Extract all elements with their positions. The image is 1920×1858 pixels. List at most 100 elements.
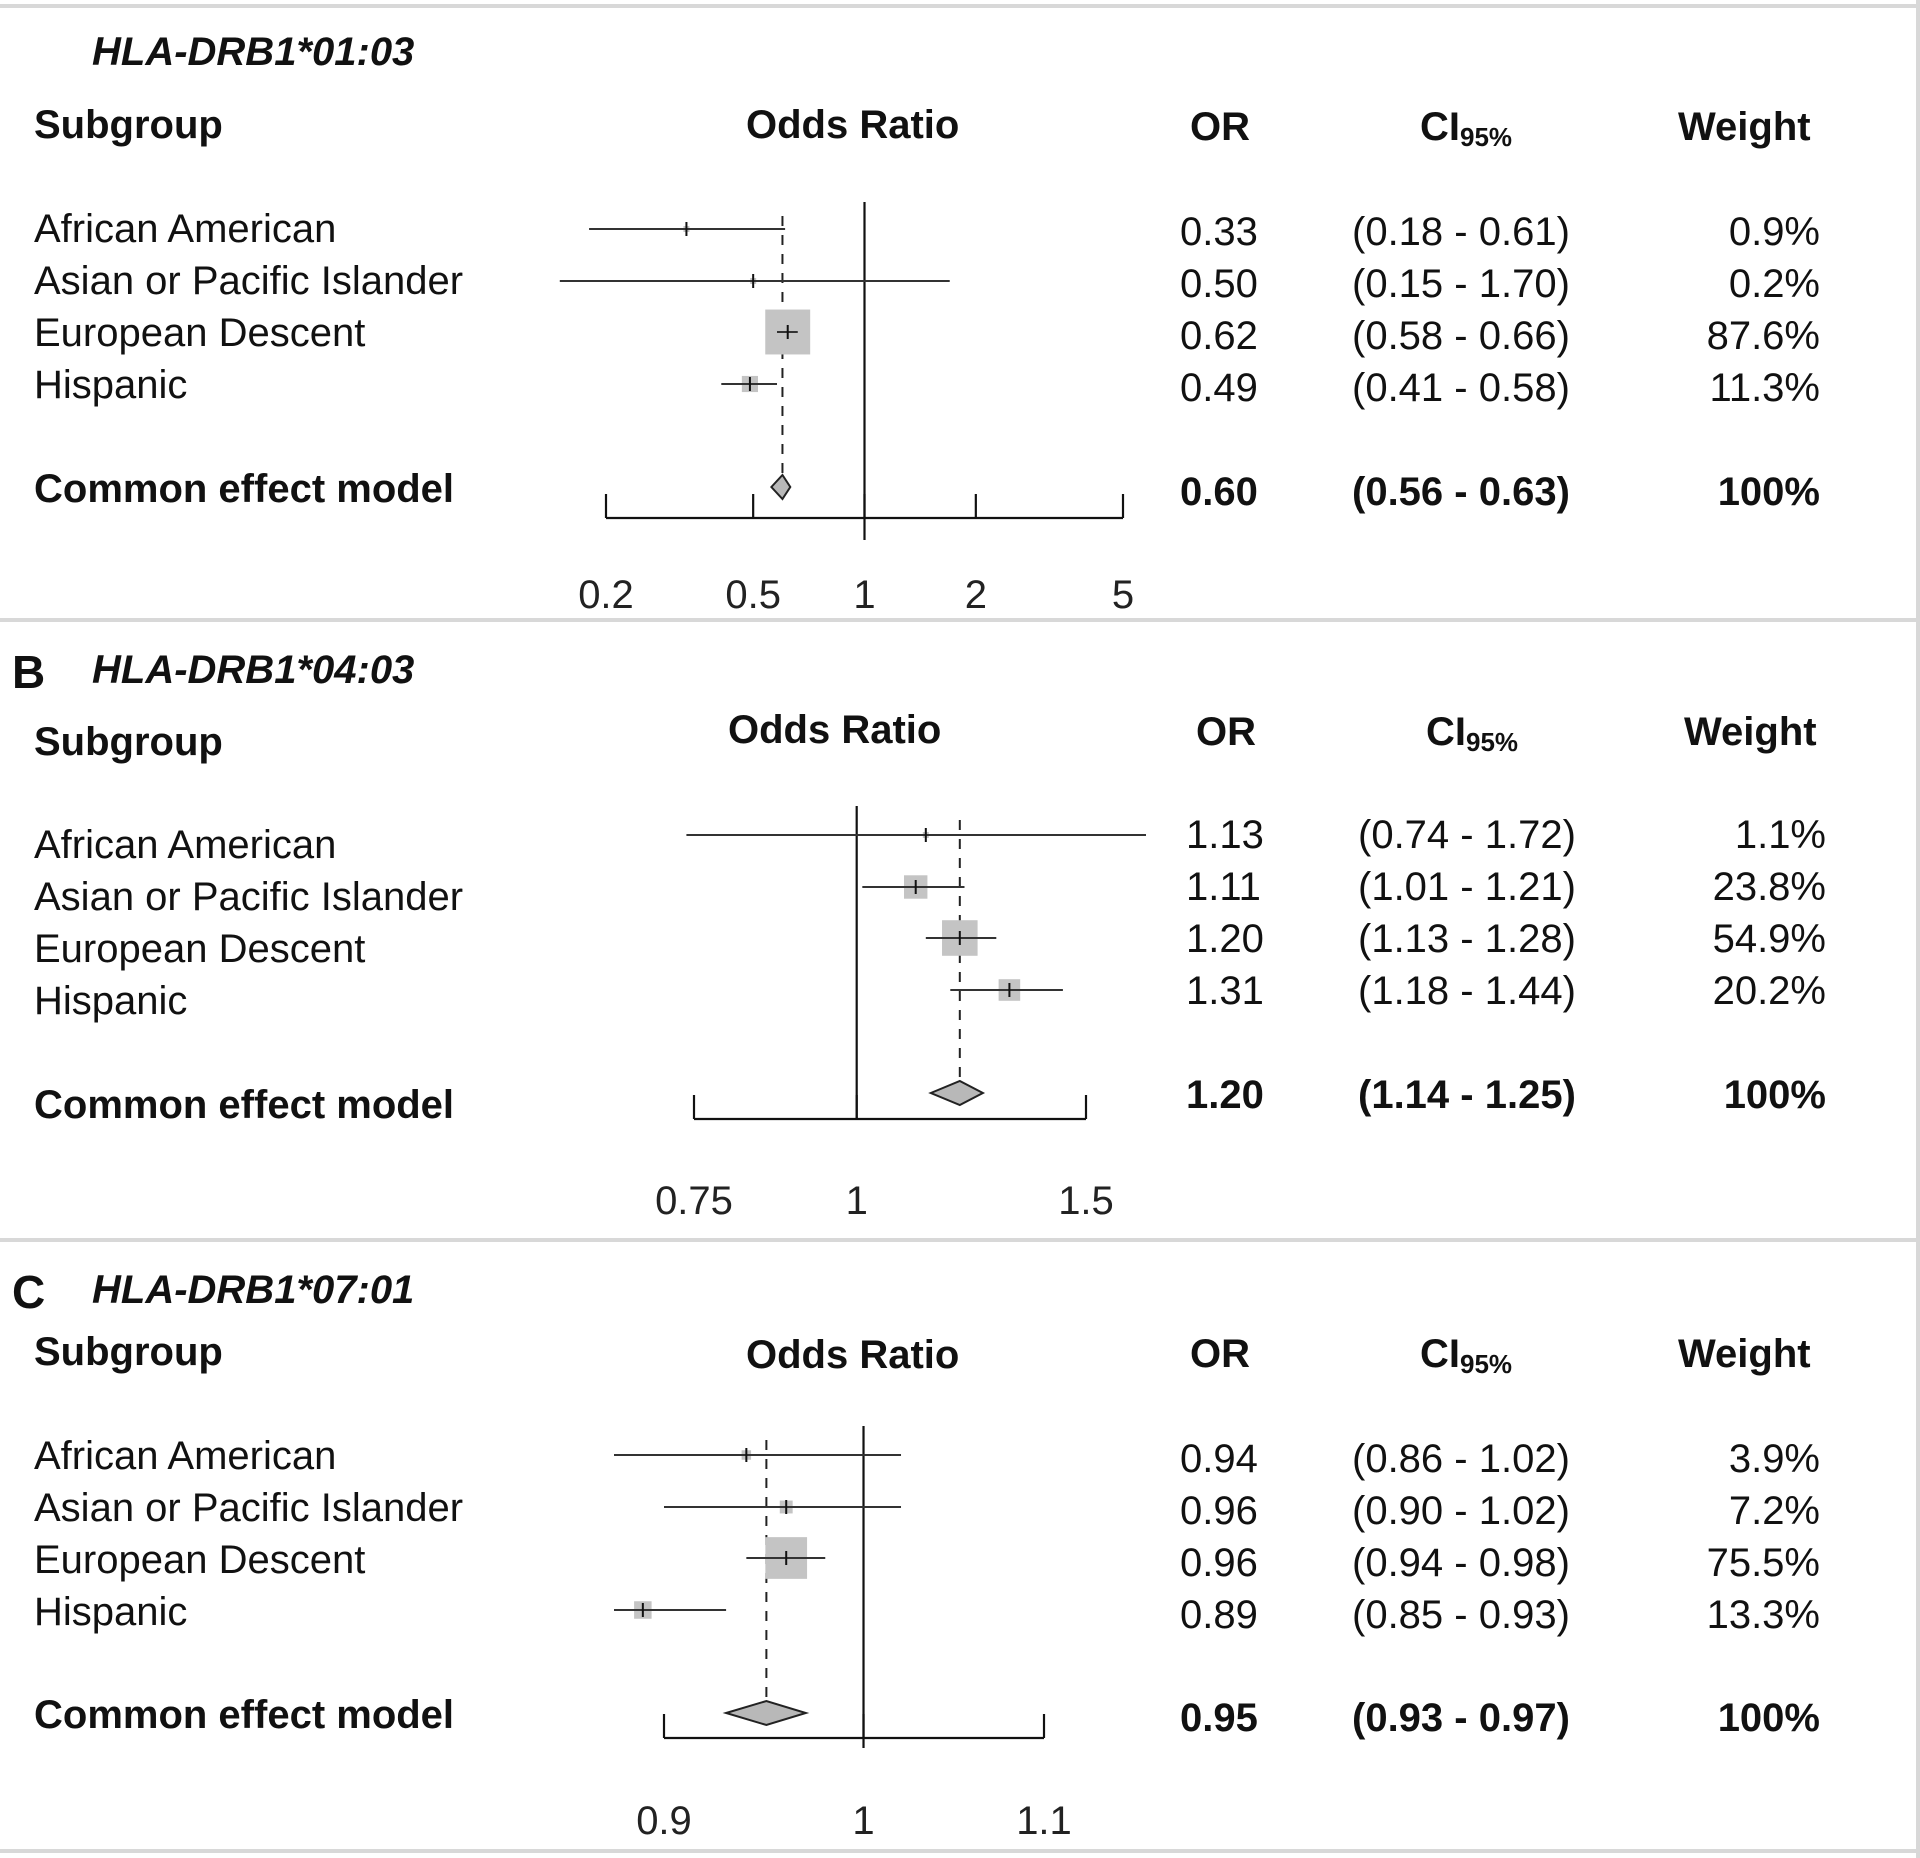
subgroup-label: European Descent xyxy=(34,1538,366,1582)
x-axis-tick-label: 1 xyxy=(853,573,875,617)
weight-header: Weight xyxy=(1678,1332,1811,1376)
ci-value-common: (1.14 - 1.25) xyxy=(1358,1073,1576,1117)
or-value: 1.20 xyxy=(1186,917,1264,961)
panel-divider xyxy=(1916,1240,1920,1858)
or-header: OR xyxy=(1196,710,1256,754)
ci-value: (1.01 - 1.21) xyxy=(1358,865,1576,909)
common-effect-label: Common effect model xyxy=(34,1693,455,1737)
or-value: 0.33 xyxy=(1180,210,1258,254)
ci-value: (1.18 - 1.44) xyxy=(1358,969,1576,1013)
pooled-diamond xyxy=(722,1699,810,1727)
ci-value: (0.15 - 1.70) xyxy=(1352,262,1570,306)
odds-ratio-header: Odds Ratio xyxy=(728,708,942,752)
ci-value: (0.90 - 1.02) xyxy=(1352,1489,1570,1533)
pooled-diamond xyxy=(928,1079,986,1107)
subgroup-label: European Descent xyxy=(34,927,366,971)
weight-value: 3.9% xyxy=(1728,1437,1820,1481)
weight-value-common: 100% xyxy=(1717,1696,1820,1740)
or-value-common: 1.20 xyxy=(1186,1073,1264,1117)
ci-header: CI95% xyxy=(1426,710,1518,758)
common-effect-label: Common effect model xyxy=(34,1083,455,1127)
or-value-common: 0.95 xyxy=(1180,1696,1258,1740)
x-axis-tick-label: 2 xyxy=(965,573,987,617)
x-axis-tick-label: 0.2 xyxy=(578,573,634,617)
common-effect-label: Common effect model xyxy=(34,467,455,511)
panel-divider xyxy=(1916,620,1920,1240)
weight-value: 20.2% xyxy=(1712,969,1826,1013)
ci-value-common: (0.93 - 0.97) xyxy=(1352,1696,1570,1740)
weight-value: 1.1% xyxy=(1734,813,1826,857)
forest-plot: 0.9 1 1.1 xyxy=(614,1426,1072,1843)
ci-value: (0.74 - 1.72) xyxy=(1358,813,1576,857)
panel-title: HLA-DRB1*07:01 xyxy=(92,1268,415,1312)
ci-value-common: (0.56 - 0.63) xyxy=(1352,470,1570,514)
ci-header-subscript: 95% xyxy=(1466,727,1519,757)
subgroup-label: Asian or Pacific Islander xyxy=(34,1486,464,1530)
or-value: 0.96 xyxy=(1180,1489,1258,1533)
odds-ratio-header: Odds Ratio xyxy=(746,103,960,147)
ci-value: (0.85 - 0.93) xyxy=(1352,1593,1570,1637)
or-value: 0.89 xyxy=(1180,1593,1258,1637)
panel-letter: C xyxy=(12,1266,46,1318)
x-axis-tick-label: 1.5 xyxy=(1058,1179,1114,1223)
subgroup-label: European Descent xyxy=(34,311,366,355)
weight-value: 0.2% xyxy=(1728,262,1820,306)
x-axis-tick-label: 1 xyxy=(846,1179,868,1223)
ci-header-label: CI xyxy=(1426,710,1466,754)
pooled-diamond xyxy=(770,473,792,501)
or-value: 1.31 xyxy=(1186,969,1264,1013)
or-value: 1.11 xyxy=(1186,865,1261,909)
or-value: 0.96 xyxy=(1180,1541,1258,1585)
subgroup-label: African American xyxy=(34,1434,337,1478)
ci-header-label: CI xyxy=(1420,105,1460,149)
x-axis-tick-label: 5 xyxy=(1112,573,1134,617)
ci-value: (1.13 - 1.28) xyxy=(1358,917,1576,961)
ci-value: (0.86 - 1.02) xyxy=(1352,1437,1570,1481)
ci-header: CI95% xyxy=(1420,1332,1512,1380)
ci-value: (0.18 - 0.61) xyxy=(1352,210,1570,254)
weight-value: 13.3% xyxy=(1706,1593,1820,1637)
x-axis-tick-label: 0.5 xyxy=(725,573,781,617)
subgroup-label: African American xyxy=(34,207,337,251)
or-value: 0.62 xyxy=(1180,314,1258,358)
panel-b: B HLA-DRB1*04:03 Subgroup Odds Ratio OR … xyxy=(0,620,1920,1242)
or-value-common: 0.60 xyxy=(1180,470,1258,514)
panel-divider xyxy=(0,1849,1920,1853)
panel-title: HLA-DRB1*01:03 xyxy=(92,30,415,74)
ci-header-label: CI xyxy=(1420,1332,1460,1376)
forest-plot: 0.75 1 1.5 xyxy=(655,806,1146,1223)
weight-header: Weight xyxy=(1678,105,1811,149)
panel-divider xyxy=(0,618,1920,622)
subgroup-header: Subgroup xyxy=(34,720,223,764)
panel-title: HLA-DRB1*04:03 xyxy=(92,648,415,692)
weight-value: 23.8% xyxy=(1712,865,1826,909)
x-axis-tick-label: 1 xyxy=(852,1799,874,1843)
ci-header-subscript: 95% xyxy=(1460,122,1513,152)
forest-plot: 0.2 0.5 1 2 5 xyxy=(559,202,1134,617)
weight-value: 0.9% xyxy=(1728,210,1820,254)
weight-value: 7.2% xyxy=(1728,1489,1820,1533)
subgroup-label: Asian or Pacific Islander xyxy=(34,259,464,303)
weight-value-common: 100% xyxy=(1723,1073,1826,1117)
or-value: 0.50 xyxy=(1180,262,1258,306)
panel-divider xyxy=(0,4,1920,8)
weight-value-common: 100% xyxy=(1717,470,1820,514)
or-header: OR xyxy=(1190,105,1250,149)
weight-value: 54.9% xyxy=(1712,917,1826,961)
x-axis-tick-label: 0.75 xyxy=(655,1179,733,1223)
panel-c: C HLA-DRB1*07:01 Subgroup Odds Ratio OR … xyxy=(0,1240,1920,1858)
panel-letter: B xyxy=(12,646,46,698)
ci-value: (0.58 - 0.66) xyxy=(1352,314,1570,358)
panel-divider xyxy=(1916,0,1920,620)
subgroup-label: Hispanic xyxy=(34,979,188,1023)
panel-a: HLA-DRB1*01:03 Subgroup Odds Ratio OR CI… xyxy=(0,0,1920,622)
weight-header: Weight xyxy=(1684,710,1817,754)
subgroup-label: African American xyxy=(34,823,337,867)
x-axis-tick-label: 1.1 xyxy=(1016,1799,1072,1843)
or-value: 1.13 xyxy=(1186,813,1264,857)
weight-value: 75.5% xyxy=(1706,1541,1820,1585)
ci-header-subscript: 95% xyxy=(1460,1349,1513,1379)
weight-value: 87.6% xyxy=(1706,314,1820,358)
ci-value: (0.94 - 0.98) xyxy=(1352,1541,1570,1585)
subgroup-header: Subgroup xyxy=(34,1330,223,1374)
